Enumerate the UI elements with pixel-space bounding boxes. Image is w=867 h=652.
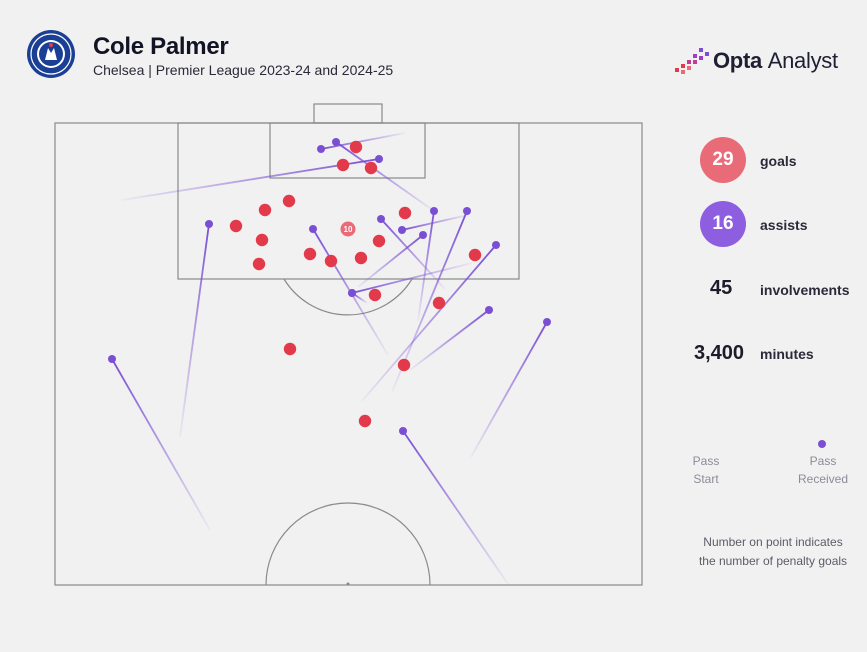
minutes-value: 3,400	[694, 342, 745, 364]
goal-point	[358, 414, 372, 428]
page-title: Cole Palmer	[93, 33, 229, 60]
assist-received-point	[317, 145, 325, 153]
goal-point	[303, 247, 317, 261]
assist-pass-line	[320, 132, 406, 150]
penalty-arc	[283, 278, 413, 316]
stat-involvements: 45 involvements	[690, 274, 860, 324]
assist-pass-line	[409, 309, 490, 371]
minutes-label: minutes	[760, 346, 814, 362]
pitch-lines	[54, 103, 643, 586]
assist-received-point	[332, 138, 340, 146]
legend-end-line1: Pass	[809, 454, 837, 468]
goal-point	[282, 194, 296, 208]
assist-pass-line	[357, 234, 424, 288]
chelsea-crest-icon	[27, 30, 75, 78]
goals-value: 29	[700, 137, 746, 183]
note-line2: the number of penalty goals	[698, 554, 848, 568]
goal-point	[349, 140, 363, 154]
page-subtitle: Chelsea | Premier League 2023-24 and 202…	[93, 62, 394, 78]
assist-pass-line	[361, 244, 497, 402]
assist-received-point	[463, 207, 471, 215]
legend-end-point	[818, 440, 826, 448]
goals-label: goals	[760, 153, 797, 169]
assist-received-point	[377, 215, 385, 223]
assist-pass-line	[417, 210, 435, 322]
legend-end-line2: Received	[797, 472, 849, 486]
assist-pass-line	[335, 141, 435, 212]
goal-point	[368, 288, 382, 302]
legend-start-line1: Pass	[692, 454, 720, 468]
goal-point	[364, 161, 378, 175]
assist-pass-line	[402, 430, 509, 585]
legend-pass-line	[705, 440, 826, 448]
assist-received-point	[348, 289, 356, 297]
goal-point	[258, 203, 272, 217]
stat-assists: 16 assists	[690, 201, 860, 251]
brand-primary: Opta	[713, 48, 762, 73]
assist-pass-line	[401, 214, 469, 231]
assist-received-point	[399, 427, 407, 435]
goal-point	[340, 221, 356, 237]
legend-pass-start: Pass Start	[684, 452, 728, 488]
brand-secondary: Analyst	[767, 48, 838, 73]
assist-pass-line	[470, 321, 548, 458]
goal-point	[397, 358, 411, 372]
goal-point	[336, 158, 350, 172]
legend-start-line2: Start	[693, 472, 719, 486]
goal-point	[229, 219, 243, 233]
header: Cole Palmer Chelsea | Premier League 202…	[0, 0, 867, 100]
assist-received-point	[398, 226, 406, 234]
legend-pass-received: Pass Received	[790, 452, 856, 488]
pitch-outline	[54, 122, 643, 586]
assists-label: assists	[760, 217, 808, 233]
goal-point	[255, 233, 269, 247]
goal-point	[252, 257, 266, 271]
brand-name: Opta Analyst	[713, 48, 838, 74]
goal	[313, 103, 383, 124]
goal-point	[398, 206, 412, 220]
penalty-box	[177, 122, 520, 280]
assist-received-point	[205, 220, 213, 228]
involvements-value: 45	[710, 277, 733, 299]
assist-pass-line	[121, 158, 380, 201]
note-line1: Number on point indicates	[703, 535, 843, 549]
assist-received-point	[543, 318, 551, 326]
goal-point	[468, 248, 482, 262]
opta-logo-icon	[675, 48, 709, 74]
assist-pass-line	[351, 262, 473, 294]
penalty-note: Number on point indicates the number of …	[684, 533, 862, 571]
center-circle	[265, 502, 431, 586]
assist-received-point	[485, 306, 493, 314]
penalty-count-label: 10	[344, 225, 353, 234]
goal-point	[432, 296, 446, 310]
goal-point	[372, 234, 386, 248]
goal-point	[283, 342, 297, 356]
assists-value: 16	[700, 201, 746, 247]
center-spot	[346, 582, 350, 586]
goal-point	[354, 251, 368, 265]
stat-minutes: 3,400 minutes	[690, 338, 860, 388]
stat-goals: 29 goals	[690, 137, 860, 187]
goal-point	[324, 254, 338, 268]
assist-pass-line	[380, 218, 446, 290]
assist-received-point	[309, 225, 317, 233]
goal-layer: 10	[229, 140, 482, 428]
assist-received-point	[419, 231, 427, 239]
assist-layer	[108, 132, 551, 585]
assist-received-point	[375, 155, 383, 163]
assist-received-point	[430, 207, 438, 215]
assist-pass-line	[111, 358, 211, 531]
assist-received-point	[108, 355, 116, 363]
brand-logo: Opta Analyst	[675, 44, 855, 78]
assist-pass-line	[179, 223, 210, 438]
involvements-label: involvements	[760, 282, 850, 298]
assist-received-point	[492, 241, 500, 249]
